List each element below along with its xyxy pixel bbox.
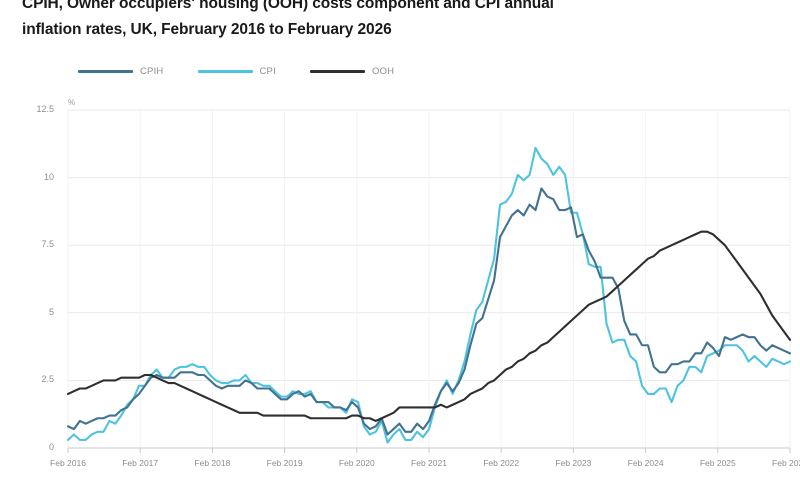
legend-label-cpi: CPI: [259, 66, 276, 77]
page-title-line-2: inflation rates, UK, February 2016 to Fe…: [22, 21, 392, 38]
legend-label-cpih: CPIH: [140, 66, 164, 77]
x-tick-label-feb-2022: Feb 2022: [483, 458, 520, 468]
y-tick-label-5: 5: [48, 306, 54, 317]
x-tick-label-feb-2020: Feb 2020: [338, 458, 375, 468]
legend-swatch-ooh: [309, 69, 365, 74]
chart-legend: CPIH CPI OOH: [78, 66, 394, 77]
legend-item-cpi[interactable]: CPI: [197, 66, 276, 77]
x-tick-label-feb-2016: Feb 2016: [50, 458, 86, 468]
x-tick-label-feb-2021: Feb 2021: [411, 458, 447, 468]
series-line-cpih: [66, 187, 792, 436]
x-tick-label-feb-2018: Feb 2018: [194, 458, 231, 468]
y-tick-label-12-5: 12.5: [36, 104, 54, 114]
legend-swatch-cpih: [78, 69, 133, 74]
legend-label-ooh: OOH: [371, 66, 395, 77]
x-tick-label-feb-2017: Feb 2017: [122, 458, 159, 468]
y-tick-label-10: 10: [43, 171, 54, 182]
legend-item-ooh[interactable]: OOH: [309, 66, 395, 77]
series-line-cpi: [66, 146, 792, 444]
x-tick-label-feb-2023: Feb 2023: [555, 458, 592, 468]
x-tick-label-feb-2026: Feb 2026: [772, 458, 800, 468]
legend-swatch-cpi: [197, 69, 253, 74]
legend-item-cpih[interactable]: CPIH: [78, 66, 164, 77]
y-tick-label-7-5: 7.5: [41, 239, 54, 250]
x-tick-label-feb-2025: Feb 2025: [699, 458, 736, 468]
x-tick-label-feb-2024: Feb 2024: [627, 458, 664, 468]
x-tick-label-feb-2019: Feb 2019: [266, 458, 303, 468]
y-axis-unit-label: %: [68, 98, 76, 107]
y-tick-label-2-5: 2.5: [41, 374, 54, 385]
y-tick-label-0: 0: [48, 442, 54, 452]
page-title-line-1: CPIH, Owner occupiers' housing (OOH) cos…: [22, 0, 554, 12]
page-title: CPIH, Owner occupiers' housing (OOH) cos…: [22, 0, 722, 43]
series-line-ooh: [66, 230, 792, 423]
